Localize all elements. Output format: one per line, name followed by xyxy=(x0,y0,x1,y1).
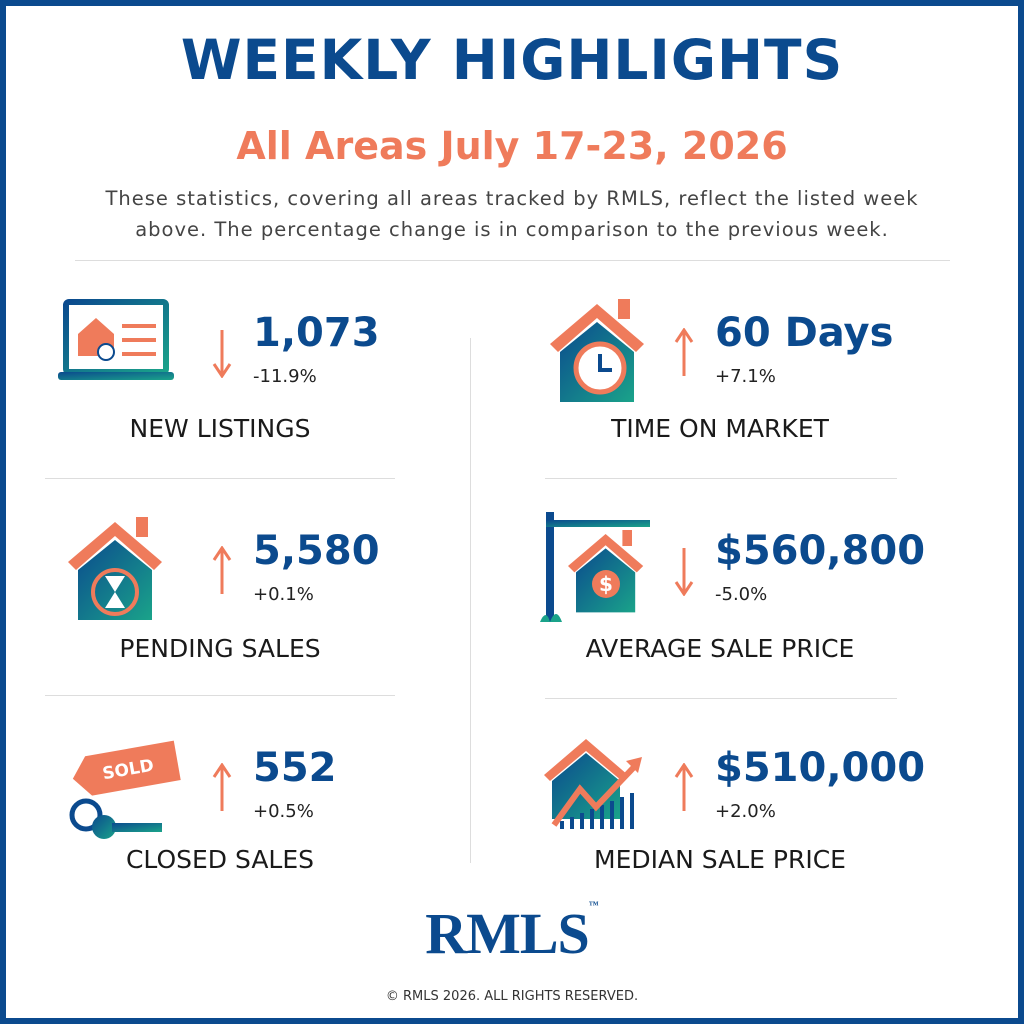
stat-label: MEDIAN SALE PRICE xyxy=(594,845,846,874)
stat-value: 1,073 xyxy=(253,310,380,356)
description-line: These statistics, covering all areas tra… xyxy=(105,187,919,210)
divider xyxy=(545,698,897,699)
stat-value: 60 Days xyxy=(715,310,894,356)
stat-icon xyxy=(68,517,162,620)
divider xyxy=(470,338,471,863)
stat-label: CLOSED SALES xyxy=(125,845,315,874)
stat-icon xyxy=(58,299,174,380)
stat-change: +2.0% xyxy=(715,801,776,822)
divider xyxy=(545,478,897,479)
stat-change: +0.5% xyxy=(253,801,314,822)
arrow-up xyxy=(212,546,232,594)
arrow-up xyxy=(674,763,694,811)
stat-value: $510,000 xyxy=(715,745,926,791)
stat-icon xyxy=(544,739,642,829)
stat-label: NEW LISTINGS xyxy=(129,414,311,443)
stat-icon: $ xyxy=(540,512,650,622)
title: WEEKLY HIGHLIGHTS xyxy=(180,28,844,92)
stat-change: -5.0% xyxy=(715,584,768,605)
stat-label: TIME ON MARKET xyxy=(611,414,829,443)
stat-change: -11.9% xyxy=(253,366,317,387)
stat-change: +7.1% xyxy=(715,366,776,387)
subtitle: All Areas July 17-23, 2026 xyxy=(236,124,788,168)
svg-text:$: $ xyxy=(599,572,613,596)
logo: RMLS™ xyxy=(0,900,1024,967)
stat-value: 552 xyxy=(253,745,337,791)
arrow-up xyxy=(212,763,232,811)
description-line: above. The percentage change is in compa… xyxy=(135,218,889,241)
divider xyxy=(75,260,950,261)
logo-text: RMLS xyxy=(425,901,590,966)
divider xyxy=(45,695,395,696)
stat-icon: SOLD xyxy=(69,740,181,839)
divider xyxy=(45,478,395,479)
arrow-down xyxy=(212,330,232,378)
stat-label: AVERAGE SALE PRICE xyxy=(585,634,855,663)
stat-icon xyxy=(550,299,644,402)
stat-value: $560,800 xyxy=(715,528,926,574)
stat-label: PENDING SALES xyxy=(119,634,321,663)
stat-change: +0.1% xyxy=(253,584,314,605)
copyright: © RMLS 2026. ALL RIGHTS RESERVED. xyxy=(385,989,639,1004)
trademark: ™ xyxy=(588,900,599,911)
arrow-up xyxy=(674,328,694,376)
stat-value: 5,580 xyxy=(253,528,380,574)
arrow-down xyxy=(674,548,694,596)
